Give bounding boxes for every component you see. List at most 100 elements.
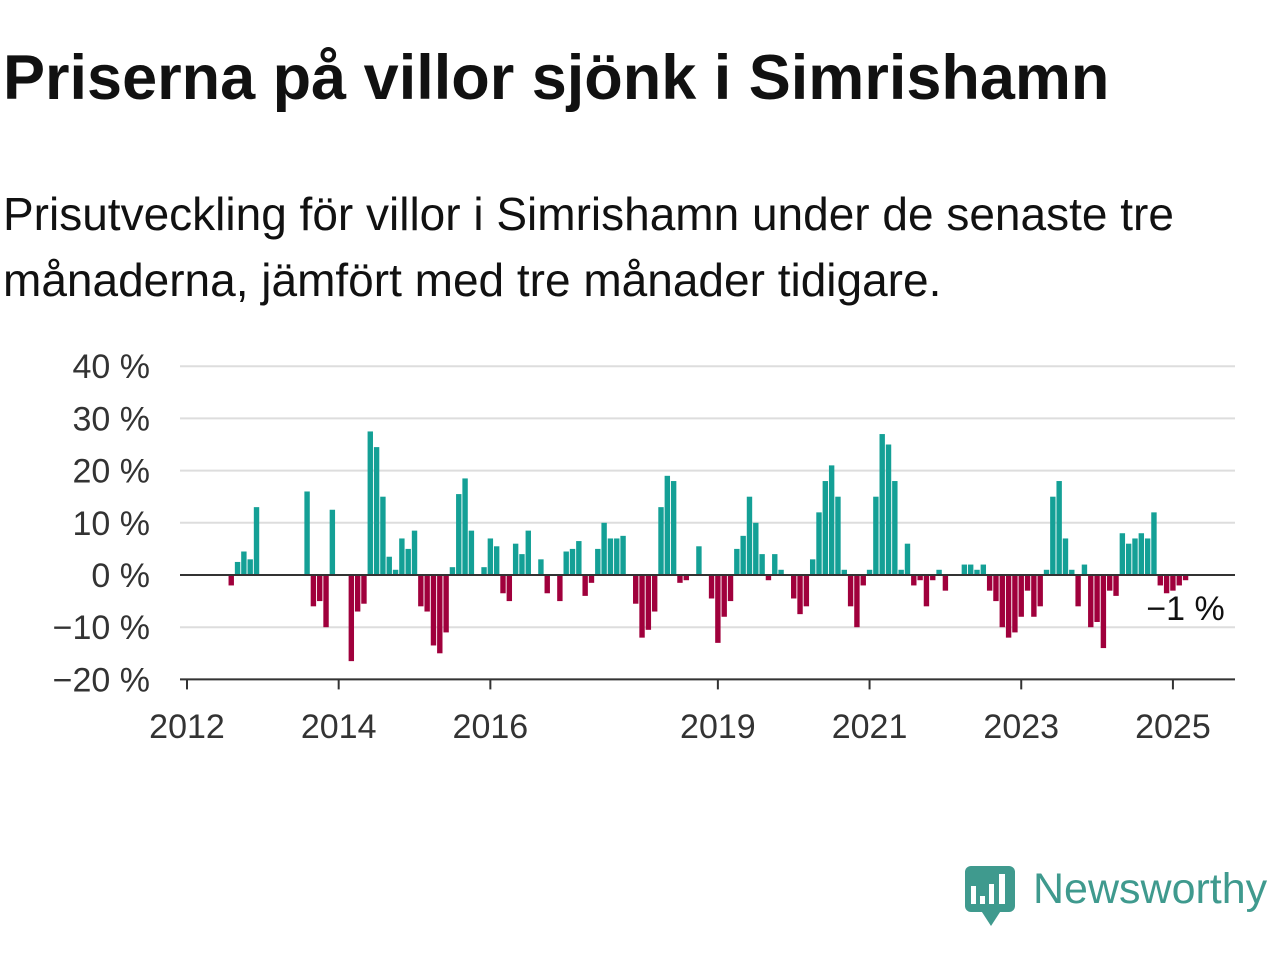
bar (1163, 575, 1170, 594)
bar (892, 481, 898, 575)
y-tick-label: 30 % (73, 400, 151, 438)
y-tick-label: −10 % (53, 609, 150, 647)
bar (1138, 533, 1145, 575)
x-tick-label: 2021 (832, 708, 908, 746)
bar (746, 496, 753, 575)
bar (670, 481, 677, 575)
bar (664, 475, 671, 575)
bar (778, 569, 784, 575)
bar (917, 575, 923, 581)
bar (1031, 575, 1037, 617)
bar (923, 575, 930, 607)
bar (468, 530, 475, 575)
bar (936, 569, 942, 575)
y-tick-label: 0 % (91, 557, 150, 595)
bar (847, 575, 854, 607)
bar (317, 575, 323, 602)
bar (986, 575, 993, 591)
bar (759, 554, 765, 575)
chart-title: Priserna på villor sjönk i Simrishamn (3, 43, 1110, 113)
bar (658, 507, 664, 575)
bar (651, 575, 658, 612)
bar (911, 575, 917, 586)
bar (1182, 575, 1189, 581)
bar (241, 551, 247, 575)
annotations: −1 % (1143, 587, 1228, 632)
bar (557, 575, 563, 602)
gridlines (180, 365, 1235, 681)
bar (866, 569, 873, 575)
bar (683, 575, 689, 581)
bar (563, 551, 569, 575)
bar (601, 522, 607, 575)
x-tick-label: 2014 (301, 708, 377, 746)
bar (373, 447, 380, 575)
bar (456, 494, 462, 575)
x-tick-label: 2016 (453, 708, 529, 746)
bars (228, 431, 1189, 662)
bar (228, 575, 234, 586)
bar (1012, 575, 1018, 633)
bar (639, 575, 645, 638)
bar (1144, 538, 1151, 575)
bar (645, 575, 652, 630)
bar (942, 575, 949, 591)
bar (437, 575, 443, 654)
newsworthy-logo: Newsworthy (965, 865, 1268, 926)
bar (1088, 575, 1094, 628)
logo-icon-bar (989, 884, 994, 904)
y-tick-label: 20 % (73, 453, 151, 491)
bar (1170, 575, 1176, 591)
bar (1132, 538, 1138, 575)
bar (443, 575, 449, 633)
bar (791, 575, 797, 599)
bar (430, 575, 437, 646)
bar (620, 535, 626, 575)
chart-subtitle: Prisutveckling för villor i Simrishamn u… (3, 188, 1174, 306)
bar (1018, 575, 1024, 617)
bar (854, 575, 860, 628)
logo-icon-tail (980, 909, 1002, 926)
bar (588, 575, 595, 583)
bar (828, 465, 835, 575)
bar (405, 548, 411, 575)
bar (386, 556, 392, 575)
bar (721, 575, 727, 617)
bar (1043, 569, 1050, 575)
bar (348, 575, 355, 662)
y-tick-label: −20 % (53, 661, 150, 699)
bar (506, 575, 513, 602)
bar (449, 567, 456, 575)
bar (1069, 569, 1075, 575)
bar (582, 575, 588, 596)
bar (879, 434, 885, 575)
bar (544, 575, 550, 594)
bar (1005, 575, 1012, 638)
x-tick-label: 2012 (149, 708, 225, 746)
bar (1100, 575, 1107, 649)
bar (487, 538, 494, 575)
bar (740, 535, 746, 575)
bar (993, 575, 999, 602)
bar (980, 564, 987, 575)
bar (1050, 496, 1056, 575)
bar (418, 575, 424, 607)
bar (930, 575, 936, 581)
bar (493, 546, 500, 575)
bar (816, 512, 822, 575)
bar (822, 481, 829, 575)
bar (525, 530, 531, 575)
bar (696, 546, 702, 575)
bar (569, 548, 576, 575)
y-tick-label: 10 % (73, 505, 151, 543)
bar (1119, 533, 1126, 575)
bar (677, 575, 683, 583)
bar (538, 559, 544, 575)
logo-icon-bar (971, 886, 976, 904)
bar (803, 575, 810, 607)
bar (399, 538, 405, 575)
bar (462, 478, 468, 575)
bar (835, 496, 841, 575)
bar (961, 564, 968, 575)
